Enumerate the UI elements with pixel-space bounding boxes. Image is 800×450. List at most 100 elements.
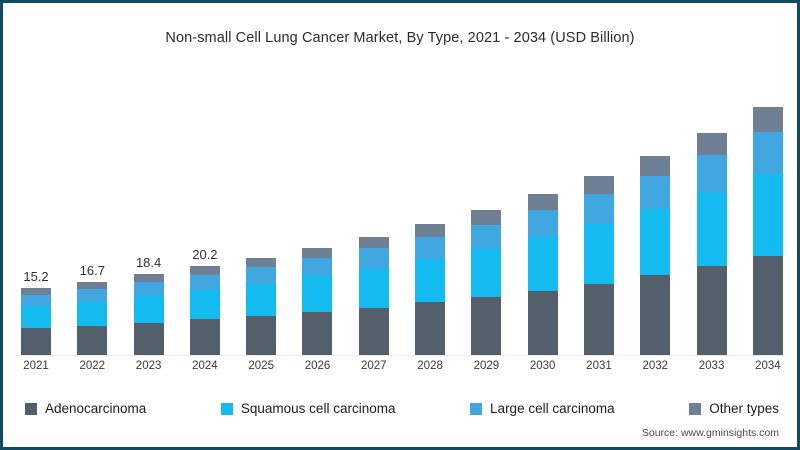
- bar-segment: [696, 193, 727, 267]
- x-axis-tick-label: 2034: [755, 360, 781, 372]
- bar-group: 15.2 16.7 18.4 20.2: [21, 65, 783, 355]
- bar-segment: [246, 257, 277, 268]
- stacked-bar[interactable]: [640, 155, 671, 355]
- bar-slot: [415, 65, 446, 355]
- stacked-bar[interactable]: [246, 257, 277, 355]
- legend-item[interactable]: Large cell carcinoma: [470, 401, 615, 416]
- stacked-bar[interactable]: [527, 194, 558, 355]
- bar-segment: [415, 302, 446, 355]
- x-axis-tick-label: 2028: [417, 360, 443, 372]
- bar-slot: 15.2: [21, 65, 51, 355]
- bar-slot: [752, 65, 783, 355]
- bar-segment: [133, 274, 164, 283]
- bar-segment: [77, 325, 108, 355]
- bar-segment: [696, 155, 727, 194]
- bar-segment: [77, 281, 108, 290]
- bar-segment: [77, 301, 108, 326]
- x-axis-tick-label: 2025: [248, 360, 274, 372]
- bar-slot: 18.4: [133, 65, 164, 355]
- bar-segment: [752, 174, 783, 256]
- bar-segment: [21, 288, 51, 295]
- bar-segment: [246, 315, 277, 355]
- bar-segment: [583, 194, 614, 225]
- x-axis-tick-label: 2030: [529, 360, 556, 372]
- legend-label: Other types: [709, 401, 779, 416]
- bar-segment: [246, 267, 277, 284]
- stacked-bar[interactable]: [696, 133, 727, 355]
- x-axis-tick-label: 2022: [79, 360, 106, 372]
- bar-segment: [21, 294, 51, 307]
- bar-segment: [696, 266, 727, 355]
- bar-segment: [21, 328, 51, 355]
- bar-segment: [471, 249, 502, 298]
- x-axis-tick-labels: 2021 2022 2023 2024 2025 2026 2027 2028 2029 2030…: [21, 360, 783, 372]
- bar-segment: [527, 237, 558, 291]
- stacked-bar[interactable]: [752, 107, 783, 355]
- bar-segment: [133, 322, 164, 355]
- x-axis-line: [17, 355, 785, 356]
- bar-slot: [358, 65, 389, 355]
- bar-value-label: 18.4: [135, 255, 162, 271]
- stacked-bar[interactable]: [21, 288, 51, 355]
- legend-item[interactable]: Adenocarcinoma: [25, 401, 146, 416]
- x-axis-tick-label: 2024: [192, 360, 218, 372]
- legend-swatch-icon: [470, 402, 483, 415]
- stacked-bar[interactable]: [471, 209, 502, 355]
- stacked-bar[interactable]: [583, 176, 614, 355]
- bar-segment: [640, 175, 671, 210]
- plot-area: 15.2 16.7 18.4 20.2: [21, 65, 783, 355]
- bar-slot: 20.2: [189, 65, 220, 355]
- legend-swatch-icon: [220, 402, 233, 415]
- bar-slot: [246, 65, 277, 355]
- bar-segment: [527, 194, 558, 211]
- bar-slot: [696, 65, 727, 355]
- bar-segment: [471, 297, 502, 355]
- bar-slot: [640, 65, 671, 355]
- bar-segment: [527, 290, 558, 355]
- bar-slot: [471, 65, 502, 355]
- bar-segment: [189, 319, 220, 355]
- bar-segment: [246, 283, 277, 316]
- stacked-bar[interactable]: [133, 274, 164, 355]
- legend-label: Squamous cell carcinoma: [240, 401, 396, 416]
- bar-segment: [302, 247, 333, 259]
- x-axis-tick-label: 2026: [304, 360, 331, 372]
- bar-segment: [640, 275, 671, 355]
- bar-value-label: 15.2: [23, 269, 49, 285]
- bar-segment: [640, 209, 671, 276]
- bar-segment: [583, 224, 614, 284]
- bar-segment: [358, 307, 389, 355]
- bar-slot: [583, 65, 614, 355]
- bar-segment: [752, 255, 783, 355]
- bar-segment: [583, 283, 614, 355]
- bar-segment: [415, 258, 446, 303]
- bar-value-label: 20.2: [192, 247, 218, 263]
- bar-segment: [696, 133, 727, 156]
- bar-value-label: 16.7: [79, 262, 105, 278]
- bar-segment: [415, 223, 446, 237]
- bar-segment: [358, 248, 389, 269]
- x-axis-tick-label: 2033: [698, 360, 725, 372]
- legend-item[interactable]: Squamous cell carcinoma: [220, 401, 396, 416]
- x-axis-tick-label: 2021: [23, 360, 49, 372]
- bar-segment: [77, 289, 108, 302]
- bar-segment: [358, 268, 389, 308]
- bar-slot: [302, 65, 333, 355]
- stacked-bar[interactable]: [358, 236, 389, 355]
- bar-segment: [752, 132, 783, 175]
- stacked-bar[interactable]: [302, 247, 333, 355]
- bar-segment: [302, 258, 333, 277]
- x-axis-tick-label: 2027: [360, 360, 387, 372]
- bar-segment: [583, 176, 614, 195]
- bar-segment: [471, 224, 502, 250]
- stacked-bar[interactable]: [189, 266, 220, 355]
- stacked-bar[interactable]: [415, 223, 446, 355]
- legend-label: Adenocarcinoma: [45, 401, 147, 416]
- bar-segment: [302, 276, 333, 313]
- chart-title: Non-small Cell Lung Cancer Market, By Ty…: [165, 30, 635, 46]
- stacked-bar[interactable]: [77, 281, 108, 355]
- source-attribution: Source: www.gminsights.com: [641, 427, 779, 439]
- x-axis-tick-label: 2032: [642, 360, 669, 372]
- legend-item[interactable]: Other types: [689, 401, 779, 416]
